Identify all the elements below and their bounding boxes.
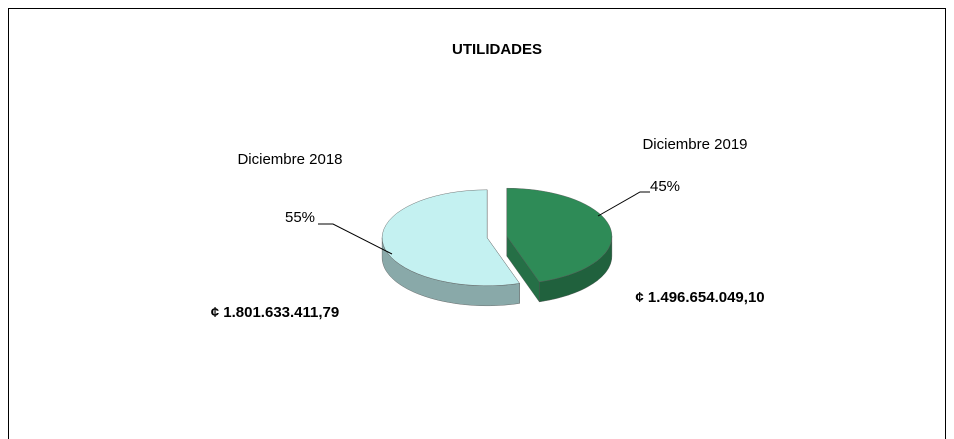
value-label: 45% <box>650 178 680 195</box>
leader-line <box>597 191 650 217</box>
pie-slice <box>381 189 520 287</box>
category-label: Diciembre 2018 <box>237 151 342 168</box>
chart-border <box>8 8 946 439</box>
category-label: Diciembre 2019 <box>642 136 747 153</box>
value-label: 55% <box>285 209 315 226</box>
amount-label: ¢ 1.801.633.411,79 <box>211 304 339 321</box>
pie-slice <box>506 187 613 283</box>
leader-line <box>318 223 393 255</box>
amount-label: ¢ 1.496.654.049,10 <box>635 289 764 306</box>
chart-title: UTILIDADES <box>452 41 542 58</box>
